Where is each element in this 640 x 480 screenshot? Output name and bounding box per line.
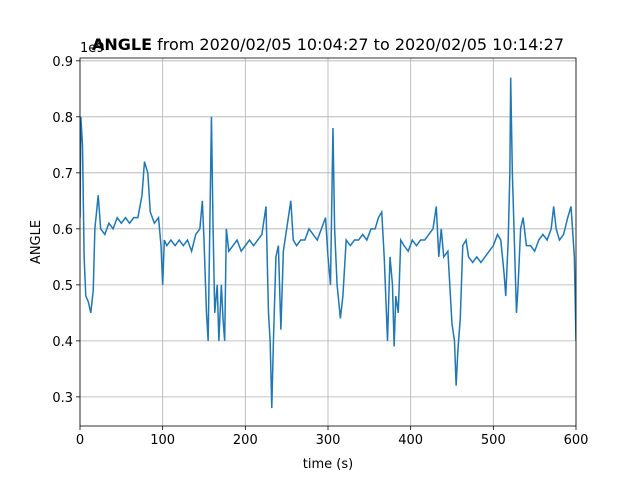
- y-tick-label: 0.9: [52, 55, 73, 70]
- y-tick-label: 0.3: [52, 391, 73, 406]
- x-axis-label: time (s): [303, 457, 353, 472]
- y-tick-label: 0.5: [52, 279, 73, 294]
- y-tick-label: 0.8: [52, 111, 73, 126]
- y-tick-label: 0.6: [52, 223, 73, 238]
- x-tick-label: 500: [481, 433, 506, 448]
- x-tick-label: 100: [150, 433, 175, 448]
- y-tick-label: 0.4: [52, 335, 73, 350]
- x-tick-label: 0: [76, 433, 84, 448]
- chart-title: ANGLE from 2020/02/05 10:04:27 to 2020/0…: [92, 35, 564, 54]
- x-tick-label: 400: [398, 433, 423, 448]
- x-tick-label: 300: [316, 433, 341, 448]
- title-bold: ANGLE: [92, 35, 152, 54]
- x-tick-label: 600: [564, 433, 589, 448]
- y-tick-label: 0.7: [52, 167, 73, 182]
- plot-frame: [79, 57, 577, 427]
- offset-label: 1e9: [80, 41, 105, 56]
- title-rest: from 2020/02/05 10:04:27 to 2020/02/05 1…: [157, 35, 564, 54]
- y-axis-label: ANGLE: [29, 220, 44, 264]
- data-line: [80, 77, 576, 409]
- x-tick-label: 200: [233, 433, 258, 448]
